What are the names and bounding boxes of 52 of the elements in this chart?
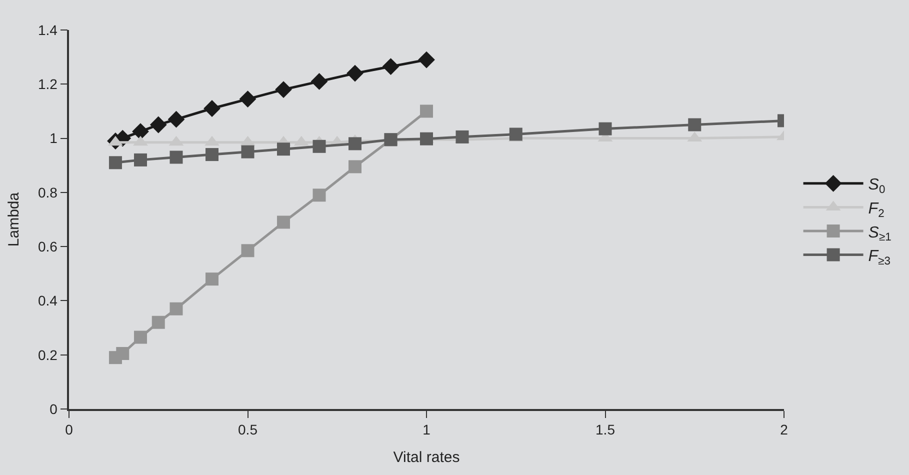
legend-label: S$_{≥1}$ <box>868 224 892 244</box>
point <box>310 72 328 90</box>
legend-label: F$_{≥3}$ <box>868 248 890 268</box>
point <box>170 150 183 164</box>
point <box>382 58 400 75</box>
point <box>598 122 612 136</box>
y-tick-label: 0.8 <box>38 184 58 200</box>
point <box>206 272 218 286</box>
point <box>688 118 702 132</box>
point <box>456 130 469 144</box>
point <box>239 90 256 108</box>
y-tick-label: 0.6 <box>38 238 58 254</box>
point <box>418 51 435 68</box>
point <box>134 153 147 166</box>
point <box>204 100 220 117</box>
point <box>348 160 362 174</box>
y-tick-label: 0.4 <box>38 292 58 309</box>
x-tick-label: 1.5 <box>596 422 616 438</box>
point <box>134 330 147 344</box>
point <box>312 140 326 153</box>
y-tick-label: 1.4 <box>38 22 58 38</box>
x-axis-title: Vital rates <box>393 449 460 466</box>
point <box>206 148 218 162</box>
point <box>275 81 292 98</box>
legend-label: S$_{0}$ <box>868 176 886 196</box>
point <box>241 244 254 258</box>
point <box>277 142 290 156</box>
point <box>108 156 122 170</box>
point <box>132 123 149 140</box>
y-tick-label: 1.2 <box>38 76 58 92</box>
point <box>152 316 165 329</box>
y-tick-label: 1 <box>50 130 58 146</box>
point <box>170 302 183 316</box>
point <box>420 104 433 118</box>
point <box>116 347 130 360</box>
point <box>420 132 433 146</box>
x-tick-label: 0 <box>65 422 74 438</box>
point <box>241 145 254 158</box>
y-tick-label: 0 <box>50 400 58 417</box>
point <box>346 64 364 82</box>
point <box>168 110 185 128</box>
y-tick-label: 0.2 <box>38 346 58 363</box>
point <box>348 137 362 150</box>
legend-label: F$_{2}$ <box>868 200 884 220</box>
x-tick-label: 0.5 <box>238 422 258 438</box>
point <box>277 216 290 229</box>
y-axis-title: Lambda <box>6 192 23 247</box>
x-tick-label: 1 <box>422 422 431 438</box>
point <box>509 128 522 141</box>
x-tick-label: 2 <box>780 422 788 438</box>
point <box>150 116 167 134</box>
point <box>312 188 326 202</box>
